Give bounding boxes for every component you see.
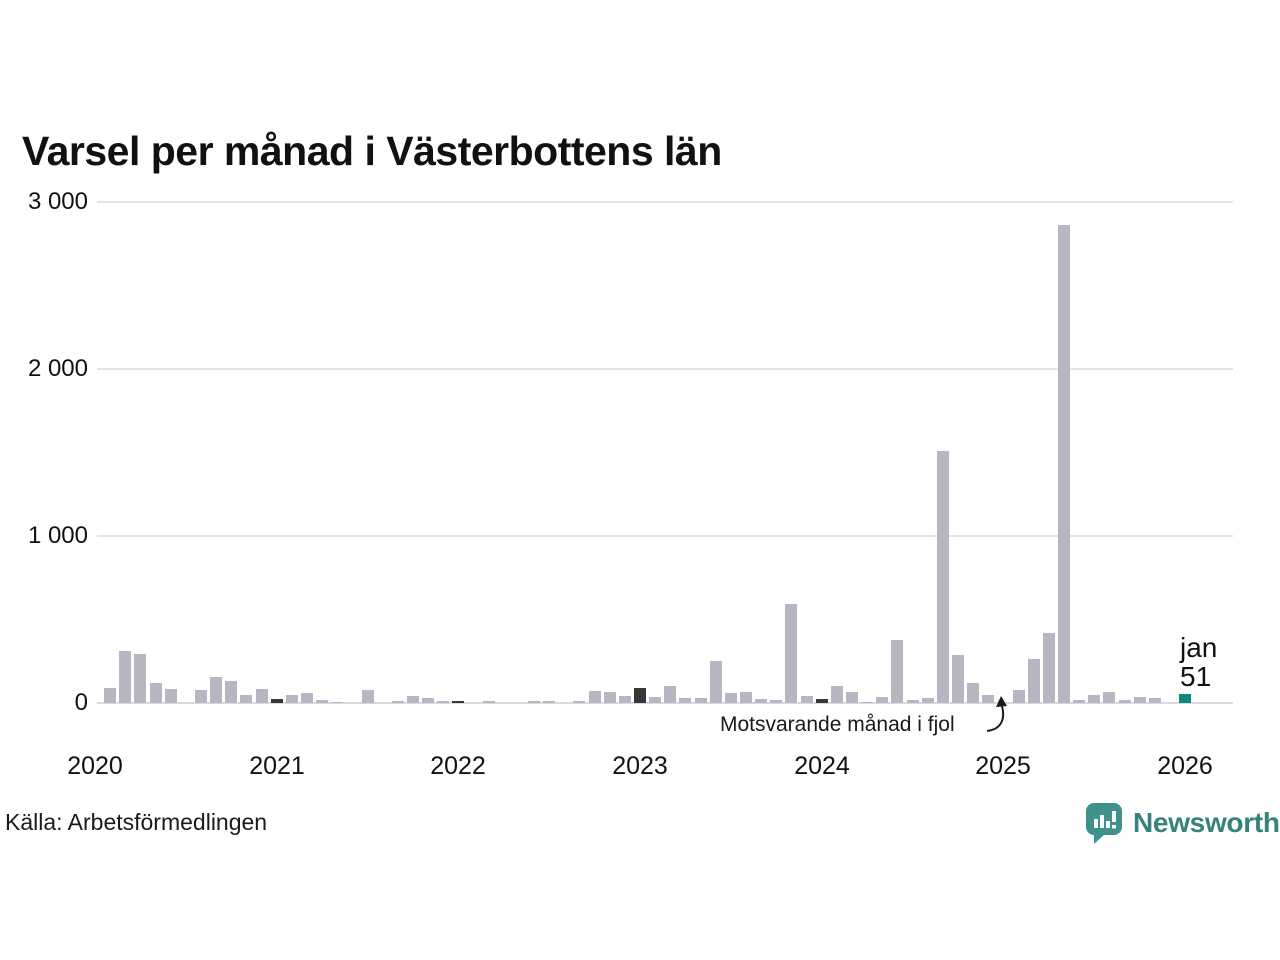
- bar-2025-08: [1103, 692, 1115, 703]
- y-axis-label-3000: 3 000: [27, 188, 88, 215]
- bar-2025-06: [1073, 700, 1085, 703]
- bar-2022-11: [604, 692, 616, 703]
- bar-2023-01: [634, 688, 646, 703]
- bar-2020-03: [119, 651, 131, 703]
- bar-2020-10: [225, 681, 237, 703]
- bar-2022-03: [483, 701, 495, 703]
- bar-2023-12: [801, 696, 813, 703]
- newsworthy-icon: [1086, 803, 1122, 844]
- bar-2022-12: [619, 696, 631, 703]
- bar-2020-11: [240, 695, 252, 703]
- bar-2024-03: [846, 692, 858, 703]
- bar-2024-08: [922, 698, 934, 703]
- latest-bar-label-month: jan: [1180, 632, 1218, 663]
- bar-2022-07: [543, 701, 555, 703]
- source-label: Källa: Arbetsförmedlingen: [5, 809, 268, 835]
- bar-2021-05: [331, 702, 343, 703]
- bar-2022-06: [528, 701, 540, 703]
- bar-2025-07: [1088, 695, 1100, 703]
- bar-2023-02: [649, 697, 661, 703]
- bar-2024-05: [876, 697, 888, 703]
- bar-2021-11: [422, 698, 434, 703]
- x-axis-label-2024: 2024: [794, 752, 850, 780]
- bar-2024-10: [952, 655, 964, 703]
- x-axis-label-2021: 2021: [249, 752, 305, 780]
- x-axis-label-2020: 2020: [67, 752, 123, 780]
- bar-2023-09: [755, 699, 767, 703]
- x-axis-label-2022: 2022: [430, 752, 486, 780]
- bar-2025-11: [1149, 698, 1161, 703]
- bar-2023-04: [679, 698, 691, 703]
- bar-2025-05: [1058, 225, 1070, 703]
- x-axis-label-2026: 2026: [1157, 752, 1213, 780]
- bar-2023-11: [785, 604, 797, 703]
- bar-2025-04: [1043, 633, 1055, 703]
- bar-2025-09: [1119, 700, 1131, 703]
- bar-2020-12: [256, 689, 268, 703]
- newsworthy-wordmark: Newsworthy: [1133, 807, 1280, 838]
- bar-2020-05: [150, 683, 162, 703]
- bar-2024-02: [831, 686, 843, 703]
- bar-2024-11: [967, 683, 979, 703]
- bar-2020-09: [210, 677, 222, 703]
- y-axis-label-1000: 1 000: [27, 522, 88, 549]
- y-axis-label-0: 0: [74, 689, 88, 716]
- bar-2021-10: [407, 696, 419, 703]
- bar-2025-10: [1134, 697, 1146, 703]
- bar-2020-08: [195, 690, 207, 703]
- bar-2026-01: [1179, 694, 1191, 703]
- annotation-arrow-icon: [986, 696, 1007, 732]
- bar-2023-05: [695, 698, 707, 703]
- bar-2023-03: [664, 686, 676, 703]
- bar-2024-04: [861, 702, 873, 703]
- bar-2023-10: [770, 700, 782, 703]
- bar-2021-01: [271, 699, 283, 703]
- latest-bar-label-value: 51: [1180, 661, 1212, 692]
- gridline-2000: [97, 368, 1233, 370]
- annotation-label: Motsvarande månad i fjol: [720, 713, 955, 736]
- latest-bar-label: jan 51: [1180, 633, 1217, 691]
- bar-2023-07: [725, 693, 737, 703]
- bar-2020-02: [104, 688, 116, 703]
- bar-2021-09: [392, 701, 404, 703]
- bar-2021-07: [362, 690, 374, 703]
- bar-2025-03: [1028, 659, 1040, 703]
- bar-2020-04: [134, 654, 146, 703]
- gridline-0: [97, 702, 1233, 704]
- bar-2024-09: [937, 451, 949, 703]
- bar-2022-01: [452, 701, 464, 703]
- bar-2024-12: [982, 695, 994, 703]
- bar-2023-08: [740, 692, 752, 703]
- bar-2025-02: [1013, 690, 1025, 703]
- bar-2021-02: [286, 695, 298, 703]
- x-axis-label-2025: 2025: [975, 752, 1031, 780]
- bar-2021-12: [437, 701, 449, 703]
- bar-2020-06: [165, 689, 177, 703]
- gridline-1000: [97, 535, 1233, 537]
- y-axis-label-2000: 2 000: [27, 355, 88, 382]
- newsworthy-logo: Newsworthy: [1084, 801, 1280, 845]
- x-axis-label-2023: 2023: [612, 752, 668, 780]
- bar-2024-06: [891, 640, 903, 703]
- bar-2021-03: [301, 693, 313, 703]
- bar-2023-06: [710, 661, 722, 703]
- chart-title: Varsel per månad i Västerbottens län: [22, 128, 722, 174]
- gridline-3000: [97, 201, 1233, 203]
- bar-2024-01: [816, 699, 828, 703]
- bar-2021-04: [316, 700, 328, 703]
- bar-2022-10: [589, 691, 601, 703]
- bar-2022-09: [573, 701, 585, 703]
- bar-2024-07: [907, 700, 919, 703]
